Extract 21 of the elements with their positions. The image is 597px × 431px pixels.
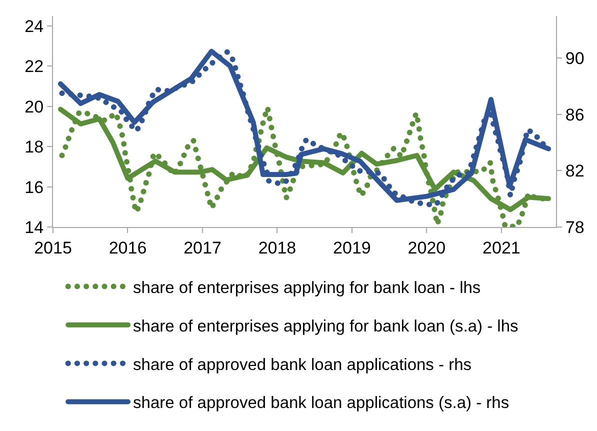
y2-tick-label: 82 — [565, 162, 584, 181]
y-tick-label: 20 — [24, 97, 44, 116]
x-tick-label: 2021 — [482, 238, 520, 258]
y2-tick-label: 78 — [565, 218, 584, 237]
x-tick-label: 2017 — [184, 238, 222, 258]
legend-label: share of approved bank loan applications - rhs — [133, 356, 472, 374]
y-tick-label: 22 — [24, 57, 44, 76]
y2-tick-label: 86 — [565, 105, 584, 124]
x-tick-label: 2018 — [258, 238, 296, 258]
x-tick-label: 2019 — [333, 238, 371, 258]
y-tick-label: 18 — [24, 138, 44, 157]
y-tick-label: 14 — [24, 218, 44, 237]
legend-label: share of enterprises applying for bank loan - lhs — [133, 278, 481, 297]
y-tick-label: 24 — [24, 17, 44, 36]
legend-label: share of enterprises applying for bank loan (s.a) - lhs — [133, 317, 518, 336]
x-tick-label: 2015 — [34, 238, 72, 258]
x-tick-label: 2020 — [408, 238, 446, 258]
y2-tick-label: 90 — [565, 49, 584, 68]
x-tick-label: 2016 — [108, 238, 147, 258]
legend-label: share of approved bank loan applications (s.a) - rhs — [133, 394, 510, 412]
y-tick-label: 16 — [24, 178, 44, 197]
